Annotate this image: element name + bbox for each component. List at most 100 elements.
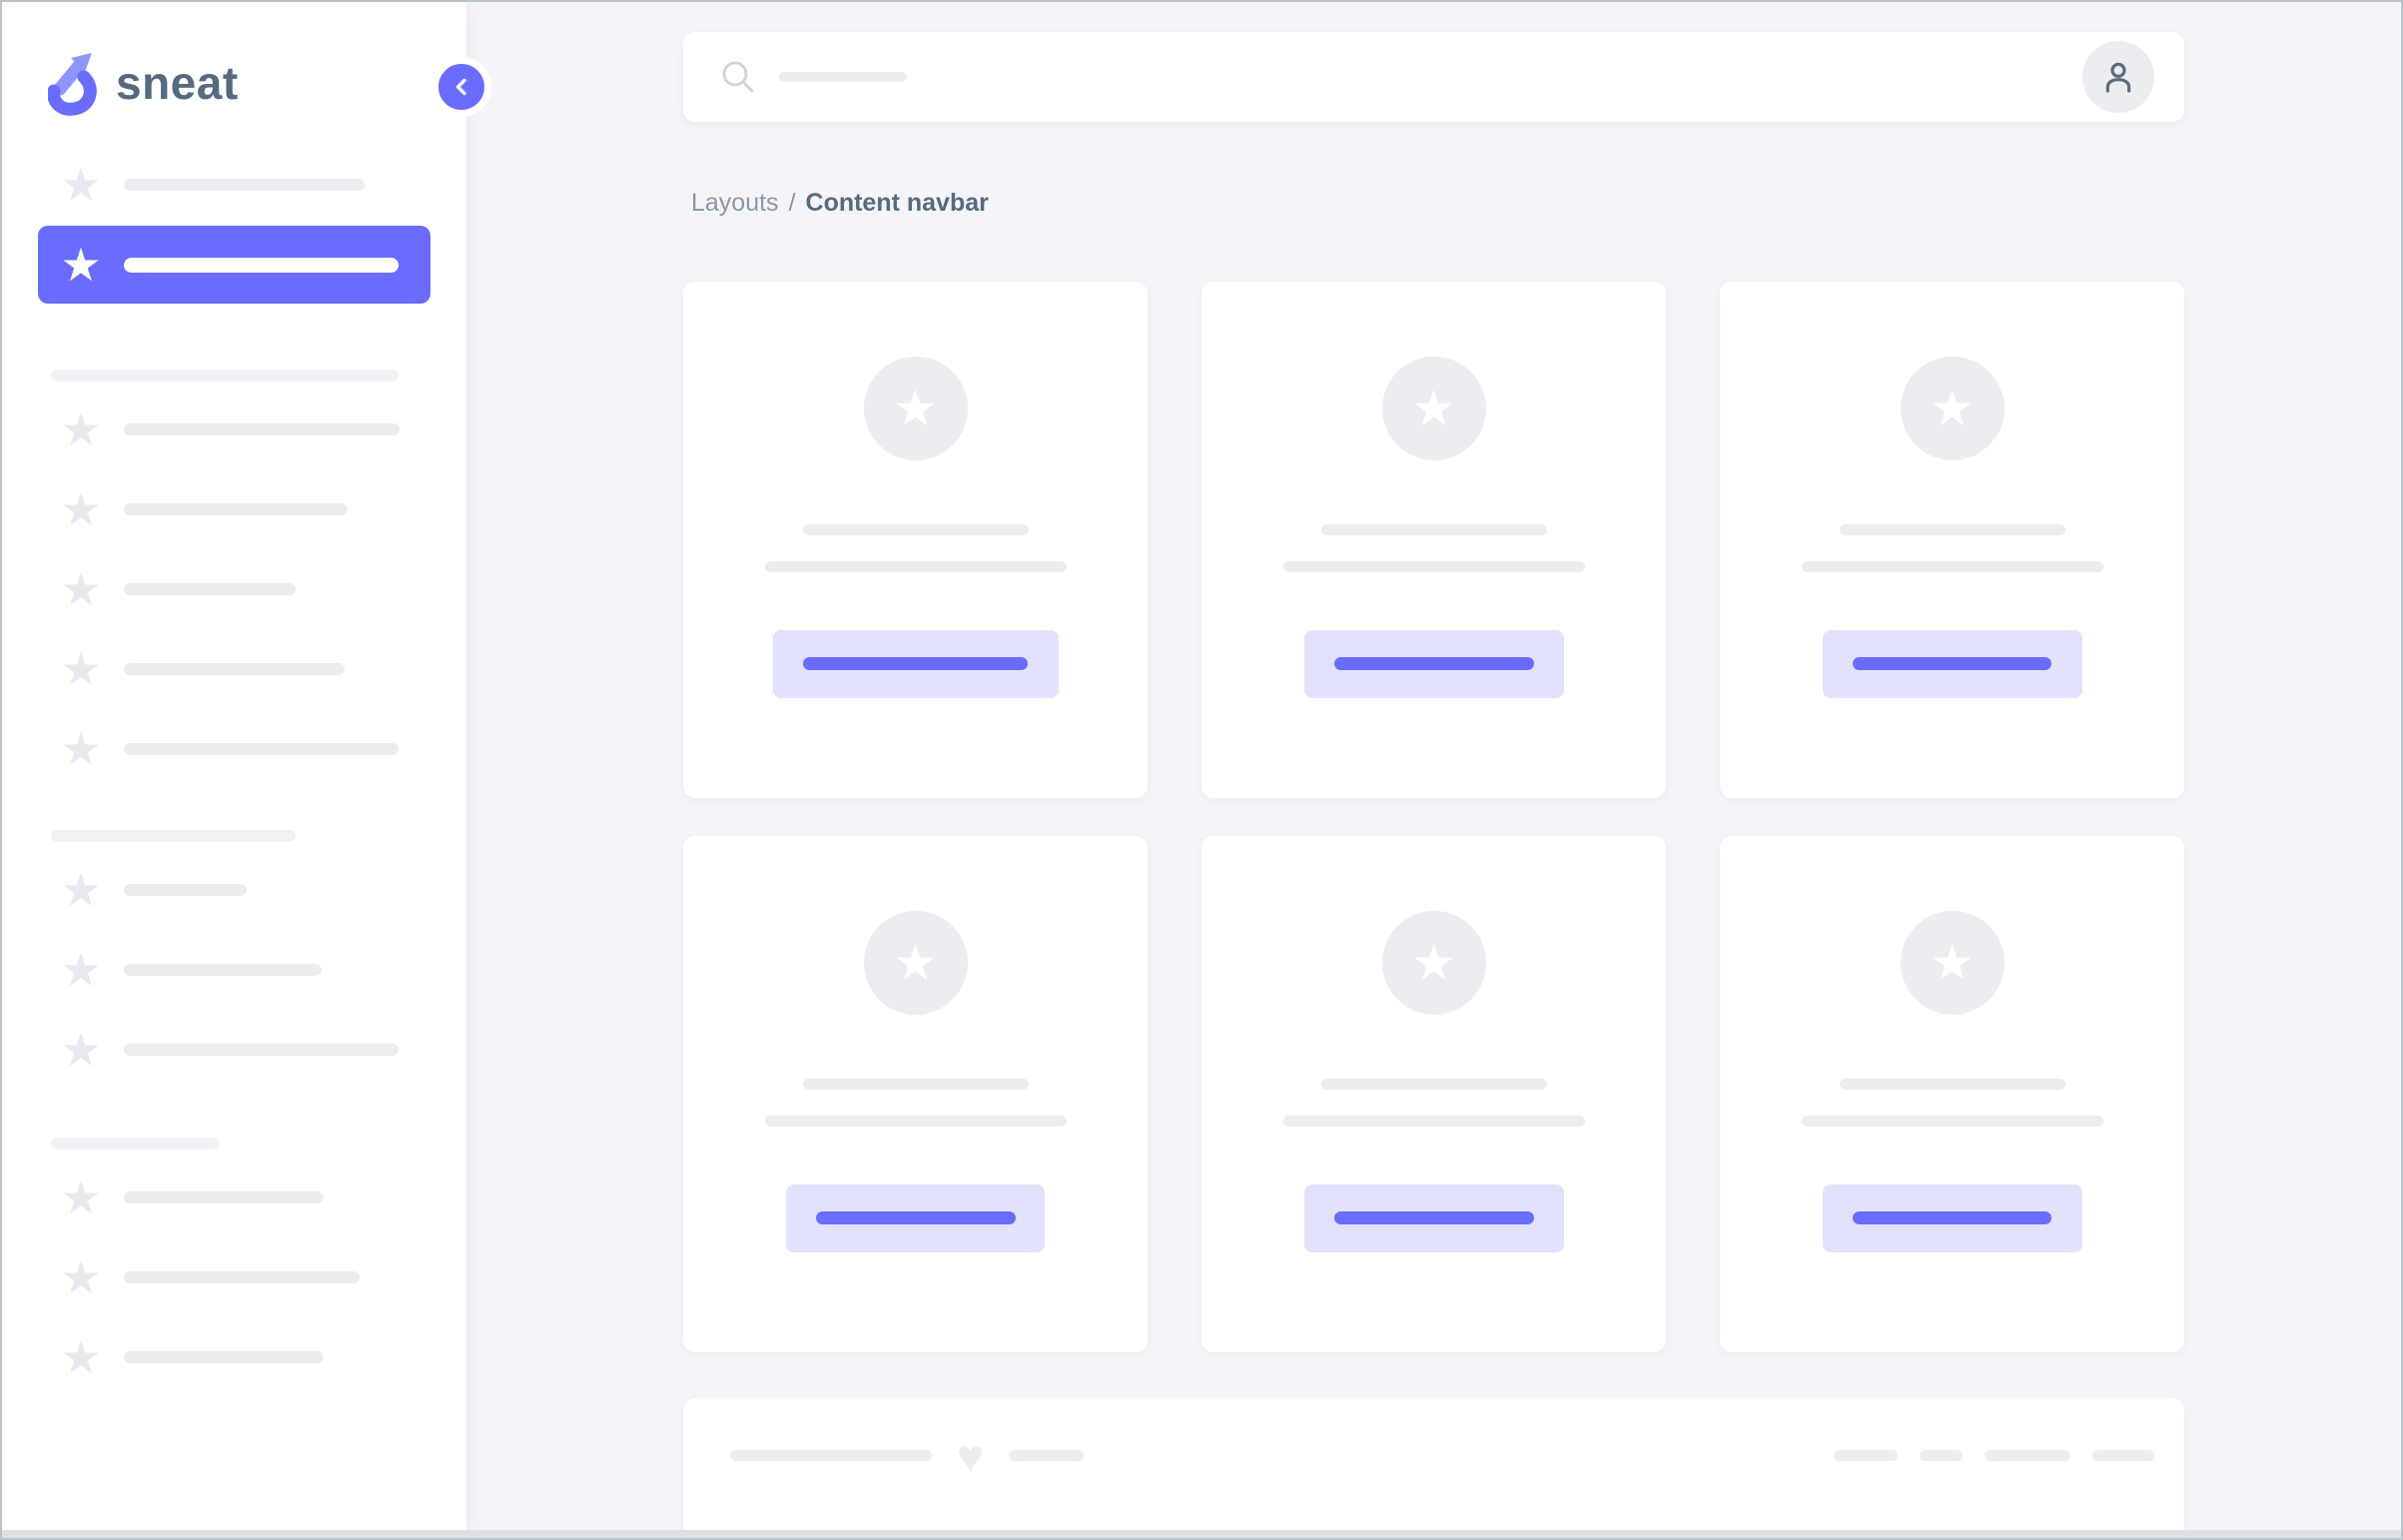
card-title-skeleton: [1320, 1078, 1547, 1090]
menu-label-skeleton: [124, 179, 365, 191]
menu-label-skeleton: [124, 1271, 360, 1283]
menu-label-skeleton: [124, 884, 247, 896]
card-title-skeleton: [802, 1078, 1029, 1090]
card-action-button[interactable]: [1303, 1183, 1564, 1252]
star-icon: ★: [60, 239, 102, 291]
menu-label-skeleton: [124, 583, 296, 595]
sidebar-menu-item[interactable]: ★: [2, 157, 430, 213]
breadcrumb-separator: /: [788, 188, 796, 217]
viewport-bottom-edge: [2, 1530, 2401, 1538]
footer-links: [1834, 1438, 2154, 1474]
star-icon: ★: [60, 483, 102, 535]
menu-label-skeleton: [124, 663, 345, 675]
chevron-left-icon: [450, 76, 472, 98]
card-action-button[interactable]: [1303, 629, 1564, 698]
card-avatar-circle: ★: [863, 910, 968, 1015]
star-icon: ★: [60, 159, 102, 211]
menu-label-skeleton: [124, 503, 348, 515]
footer-card: ♥: [683, 1397, 2184, 1538]
sidebar-collapse-button[interactable]: [431, 57, 491, 117]
footer-link-skeleton[interactable]: [2092, 1450, 2154, 1462]
card-title-skeleton: [1320, 523, 1547, 535]
sidebar-menu-item[interactable]: ★: [2, 942, 430, 998]
card-action-button[interactable]: [1822, 1183, 2082, 1252]
card-action-button[interactable]: [1822, 629, 2082, 698]
sidebar: sneat ★ ★ ★ ★: [2, 2, 491, 1538]
button-label-skeleton: [803, 657, 1028, 671]
star-icon: ★: [893, 380, 938, 436]
star-icon: ★: [60, 1171, 102, 1223]
star-icon: ★: [60, 1024, 102, 1076]
breadcrumb: Layouts / Content navbar: [691, 188, 2184, 218]
card-action-button[interactable]: [786, 1183, 1045, 1252]
footer-link-skeleton[interactable]: [1834, 1450, 1898, 1462]
placeholder-card: ★: [683, 835, 1148, 1352]
card-text-skeleton: [1801, 1115, 2103, 1127]
star-icon: ★: [60, 1331, 102, 1383]
card-text-skeleton: [1282, 1115, 1585, 1127]
card-avatar-circle: ★: [1900, 356, 2004, 460]
sidebar-menu-item[interactable]: ★: [2, 641, 430, 697]
star-icon: ★: [60, 643, 102, 695]
footer-link-skeleton[interactable]: [1920, 1450, 1963, 1462]
brand[interactable]: sneat: [2, 2, 466, 120]
star-icon: ★: [1930, 934, 1975, 991]
placeholder-card: ★: [1720, 281, 2184, 798]
button-label-skeleton: [1333, 1211, 1534, 1225]
menu-section-divider: [51, 1138, 220, 1150]
star-icon: ★: [1411, 380, 1456, 436]
sidebar-menu-item[interactable]: ★: [2, 1329, 430, 1385]
sidebar-menu: ★ ★ ★ ★ ★ ★: [2, 157, 466, 1385]
top-navbar: [683, 32, 2184, 122]
card-text-skeleton: [1801, 560, 2103, 572]
menu-section-divider: [51, 370, 399, 382]
card-title-skeleton: [1839, 523, 2065, 535]
menu-label-skeleton: [124, 1191, 324, 1203]
sidebar-menu-item[interactable]: ★: [2, 561, 430, 617]
menu-section-divider: [51, 830, 296, 842]
footer-link-skeleton[interactable]: [1985, 1450, 2070, 1462]
brand-name: sneat: [116, 57, 239, 109]
card-action-button[interactable]: [772, 629, 1059, 698]
placeholder-card: ★: [1720, 835, 2184, 1352]
card-title-skeleton: [802, 523, 1029, 535]
sidebar-menu-item[interactable]: ★: [2, 721, 430, 777]
search-placeholder-skeleton: [779, 71, 907, 82]
button-label-skeleton: [1333, 657, 1534, 671]
menu-label-skeleton: [124, 257, 399, 273]
sidebar-menu-item[interactable]: ★: [2, 1022, 430, 1078]
sidebar-menu-item[interactable]: ★: [2, 481, 430, 537]
footer-left: ♥: [730, 1429, 1085, 1482]
user-icon: [2098, 57, 2138, 97]
card-avatar-circle: ★: [1381, 910, 1486, 1015]
star-icon: ★: [60, 944, 102, 996]
star-icon: ★: [60, 563, 102, 615]
sidebar-menu-item[interactable]: ★: [2, 1249, 430, 1305]
breadcrumb-current: Content navbar: [805, 188, 989, 217]
card-text-skeleton: [764, 1115, 1067, 1127]
star-icon: ★: [893, 934, 938, 991]
sidebar-menu-item[interactable]: ★: [2, 1169, 430, 1225]
placeholder-card: ★: [683, 281, 1148, 798]
menu-label-skeleton: [124, 964, 322, 976]
button-label-skeleton: [815, 1211, 1016, 1225]
card-avatar-circle: ★: [863, 356, 968, 460]
menu-label-skeleton: [124, 1351, 324, 1363]
heart-icon: ♥: [957, 1429, 985, 1482]
search-icon: [719, 58, 757, 96]
star-icon: ★: [1411, 934, 1456, 991]
placeholder-card: ★: [1202, 281, 1666, 798]
sidebar-menu-item[interactable]: ★: [2, 862, 430, 918]
sidebar-menu-item-active[interactable]: ★: [38, 226, 430, 304]
card-avatar-circle: ★: [1900, 910, 2004, 1015]
card-grid: ★ ★: [683, 281, 2184, 1352]
sidebar-menu-item[interactable]: ★: [2, 401, 430, 457]
user-avatar[interactable]: [2082, 40, 2154, 113]
content-container: Layouts / Content navbar ★ ★: [683, 2, 2184, 1538]
main-area: Layouts / Content navbar ★ ★: [466, 2, 2401, 1538]
breadcrumb-parent[interactable]: Layouts: [691, 188, 779, 217]
search-input[interactable]: [719, 58, 907, 96]
menu-label-skeleton: [124, 1044, 399, 1056]
card-text-skeleton: [764, 560, 1067, 572]
